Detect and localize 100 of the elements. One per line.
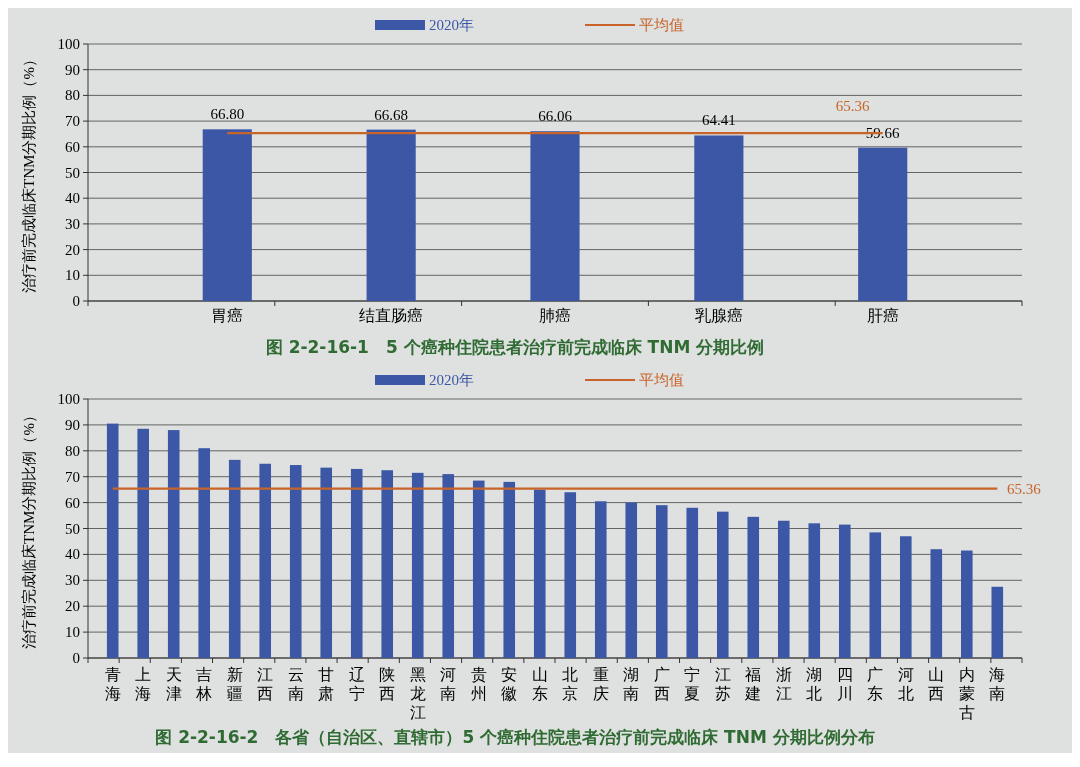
- data-label: 66.80: [210, 106, 245, 123]
- data-label: 66.68: [374, 106, 409, 123]
- data-label: 65.36: [835, 98, 871, 115]
- x-tick-label: 上海: [135, 666, 152, 702]
- x-tick-label: 四川: [836, 666, 853, 702]
- legend-label: 2020年: [429, 372, 474, 388]
- y-tick-label: 60: [65, 138, 80, 155]
- bar: [838, 524, 851, 658]
- bar: [320, 467, 333, 658]
- bar: [858, 147, 908, 301]
- bar: [930, 549, 943, 658]
- x-tick-label: 云南: [287, 666, 304, 702]
- x-tick-label: 甘肃: [318, 666, 335, 702]
- y-tick-label: 70: [65, 468, 80, 485]
- x-tick-label: 陕西: [379, 666, 396, 702]
- x-tick-label: 内蒙古: [958, 666, 975, 721]
- text: 图 2-2-16-2 各省（自治区、直辖市）5 个癌种住院患者治疗前完成临床 TNM 分期比例分布: [155, 727, 875, 747]
- x-tick-label: 吉林: [195, 666, 213, 702]
- bar: [259, 463, 272, 658]
- x-tick-label: 山东: [531, 666, 548, 702]
- x-tick-label: 青海: [104, 666, 121, 702]
- y-tick-label: 80: [65, 87, 80, 104]
- bar: [808, 523, 821, 658]
- bar: [106, 423, 119, 658]
- x-tick-label: 胃癌: [211, 307, 244, 324]
- bar: [686, 507, 699, 658]
- x-tick-label: 贵州: [470, 666, 487, 702]
- y-tick-label: 20: [65, 598, 80, 615]
- y-axis-title: 治疗前完成临床TNM分期比例（%）: [21, 408, 37, 649]
- bar: [442, 474, 455, 658]
- x-tick-label: 浙江: [775, 666, 792, 702]
- x-tick-label: 湖南: [623, 666, 640, 702]
- y-tick-label: 10: [65, 267, 80, 284]
- legend-label: 2020年: [429, 17, 474, 33]
- bar: [503, 481, 516, 658]
- bar: [625, 502, 638, 658]
- legend-label: 平均值: [639, 17, 684, 33]
- x-tick-label: 河南: [440, 666, 457, 702]
- x-tick-label: 重庆: [592, 666, 609, 702]
- x-tick-label: 肝癌: [866, 307, 899, 324]
- bar: [411, 472, 424, 658]
- x-tick-label: 福建: [744, 666, 762, 702]
- bar: [777, 520, 790, 658]
- bar: [869, 532, 882, 658]
- y-tick-label: 80: [65, 442, 80, 459]
- bar: [899, 536, 912, 658]
- data-label: 64.41: [701, 112, 736, 129]
- bar: [564, 492, 577, 658]
- data-label: 65.36: [1007, 480, 1042, 497]
- x-tick-label: 江西: [257, 666, 274, 702]
- bar: [533, 489, 546, 658]
- bar: [366, 129, 416, 301]
- y-tick-label: 100: [57, 391, 80, 407]
- x-tick-label: 辽宁: [348, 666, 365, 702]
- y-tick-label: 30: [65, 572, 80, 589]
- x-tick-label: 广西: [653, 666, 670, 702]
- x-tick-label: 宁夏: [684, 666, 701, 702]
- x-tick-label: 海南: [989, 666, 1006, 702]
- bar: [198, 448, 211, 658]
- bar: [167, 430, 180, 658]
- y-tick-label: 0: [72, 293, 80, 309]
- y-axis-title: 治疗前完成临床TNM分期比例（%）: [21, 52, 37, 293]
- y-tick-label: 10: [65, 624, 80, 641]
- bar: [716, 511, 729, 658]
- y-tick-label: 50: [65, 520, 80, 537]
- x-tick-label: 湖北: [806, 666, 823, 702]
- x-tick-label: 黑龙江: [409, 666, 426, 721]
- x-tick-label: 广东: [867, 666, 884, 702]
- x-tick-label: 江苏: [714, 666, 731, 702]
- bar: [530, 131, 580, 301]
- y-tick-label: 50: [65, 164, 80, 181]
- bar: [350, 468, 363, 658]
- y-tick-label: 70: [65, 113, 80, 130]
- y-tick-label: 40: [65, 546, 80, 563]
- data-label: 66.06: [538, 108, 573, 125]
- bar: [137, 428, 150, 658]
- y-tick-label: 40: [65, 190, 80, 207]
- y-tick-label: 20: [65, 241, 80, 258]
- bar: [289, 465, 302, 658]
- text: 图 2-2-16-1 5 个癌种住院患者治疗前完成临床 TNM 分期比例: [265, 337, 765, 357]
- x-tick-label: 山西: [928, 666, 945, 702]
- bar: [655, 505, 668, 658]
- y-tick-label: 30: [65, 215, 80, 232]
- bar: [228, 459, 241, 658]
- y-tick-label: 60: [65, 494, 80, 511]
- x-tick-label: 安徽: [501, 666, 518, 702]
- y-tick-label: 90: [65, 61, 80, 78]
- x-tick-label: 天津: [165, 666, 182, 702]
- bar: [594, 501, 607, 658]
- y-tick-label: 100: [57, 36, 80, 52]
- bar: [381, 470, 394, 658]
- x-tick-label: 新疆: [226, 666, 243, 702]
- bar: [991, 586, 1004, 658]
- x-tick-label: 肺癌: [539, 307, 571, 324]
- legend-label: 平均值: [639, 372, 684, 388]
- x-tick-label: 结直肠癌: [359, 307, 424, 324]
- bar: [472, 480, 485, 658]
- bar: [694, 135, 744, 301]
- bar: [747, 516, 760, 658]
- bar: [960, 550, 973, 658]
